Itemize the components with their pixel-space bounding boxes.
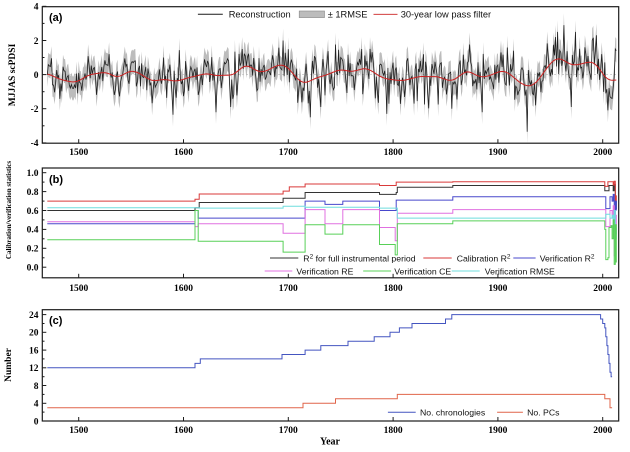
svg-text:(b): (b) [49, 174, 63, 186]
svg-text:2: 2 [34, 37, 39, 47]
svg-text:1500: 1500 [69, 148, 88, 158]
svg-text:1900: 1900 [488, 426, 507, 436]
svg-text:8: 8 [34, 382, 39, 392]
svg-text:Calibration R2: Calibration R2 [457, 253, 511, 263]
svg-text:1.0: 1.0 [27, 169, 39, 179]
svg-text:4: 4 [34, 3, 39, 13]
svg-text:Verification RE: Verification RE [296, 266, 353, 276]
svg-text:± 1RMSE: ± 1RMSE [328, 10, 368, 20]
svg-text:Number: Number [4, 347, 14, 382]
svg-text:0.2: 0.2 [27, 245, 39, 255]
svg-text:12: 12 [29, 364, 39, 374]
svg-text:0.0: 0.0 [27, 264, 39, 274]
svg-text:1500: 1500 [69, 284, 88, 294]
svg-text:Verification R2: Verification R2 [540, 253, 595, 263]
svg-text:1900: 1900 [488, 284, 507, 294]
svg-text:Calibration/verification stati: Calibration/verification statistics [5, 161, 13, 259]
svg-text:2000: 2000 [593, 148, 612, 158]
svg-text:1600: 1600 [174, 148, 193, 158]
svg-text:1700: 1700 [279, 426, 298, 436]
svg-text:No. PCs: No. PCs [527, 408, 560, 418]
svg-text:4: 4 [34, 400, 39, 410]
svg-text:2000: 2000 [593, 284, 612, 294]
svg-text:1500: 1500 [69, 426, 88, 436]
svg-text:MJJAS scPDSI: MJJAS scPDSI [8, 43, 18, 106]
svg-text:16: 16 [29, 346, 39, 356]
svg-text:(a): (a) [49, 12, 63, 24]
svg-text:1800: 1800 [384, 426, 403, 436]
svg-text:1600: 1600 [174, 284, 193, 294]
svg-text:Year: Year [320, 437, 341, 448]
svg-text:Verification CE: Verification CE [394, 266, 451, 276]
svg-text:Reconstruction: Reconstruction [229, 10, 291, 20]
svg-text:R2 for full instrumental perio: R2 for full instrumental period [303, 253, 415, 263]
svg-text:No. chronologies: No. chronologies [420, 408, 486, 418]
svg-text:0: 0 [34, 71, 39, 81]
svg-text:Verification RMSE: Verification RMSE [485, 266, 555, 276]
svg-text:1900: 1900 [488, 148, 507, 158]
svg-text:1800: 1800 [384, 148, 403, 158]
svg-text:-4: -4 [31, 139, 39, 149]
svg-text:1700: 1700 [279, 148, 298, 158]
svg-text:0.6: 0.6 [27, 207, 39, 217]
svg-text:0: 0 [34, 417, 39, 427]
svg-text:0.4: 0.4 [27, 226, 39, 236]
svg-text:2000: 2000 [593, 426, 612, 436]
svg-text:24: 24 [29, 311, 39, 321]
svg-text:(c): (c) [49, 315, 63, 327]
svg-text:30-year low pass filter: 30-year low pass filter [401, 10, 491, 20]
svg-text:1800: 1800 [384, 284, 403, 294]
svg-text:1600: 1600 [174, 426, 193, 436]
svg-text:0.8: 0.8 [27, 188, 39, 198]
svg-text:-2: -2 [31, 105, 39, 115]
svg-text:1700: 1700 [279, 284, 298, 294]
svg-text:20: 20 [29, 329, 39, 339]
